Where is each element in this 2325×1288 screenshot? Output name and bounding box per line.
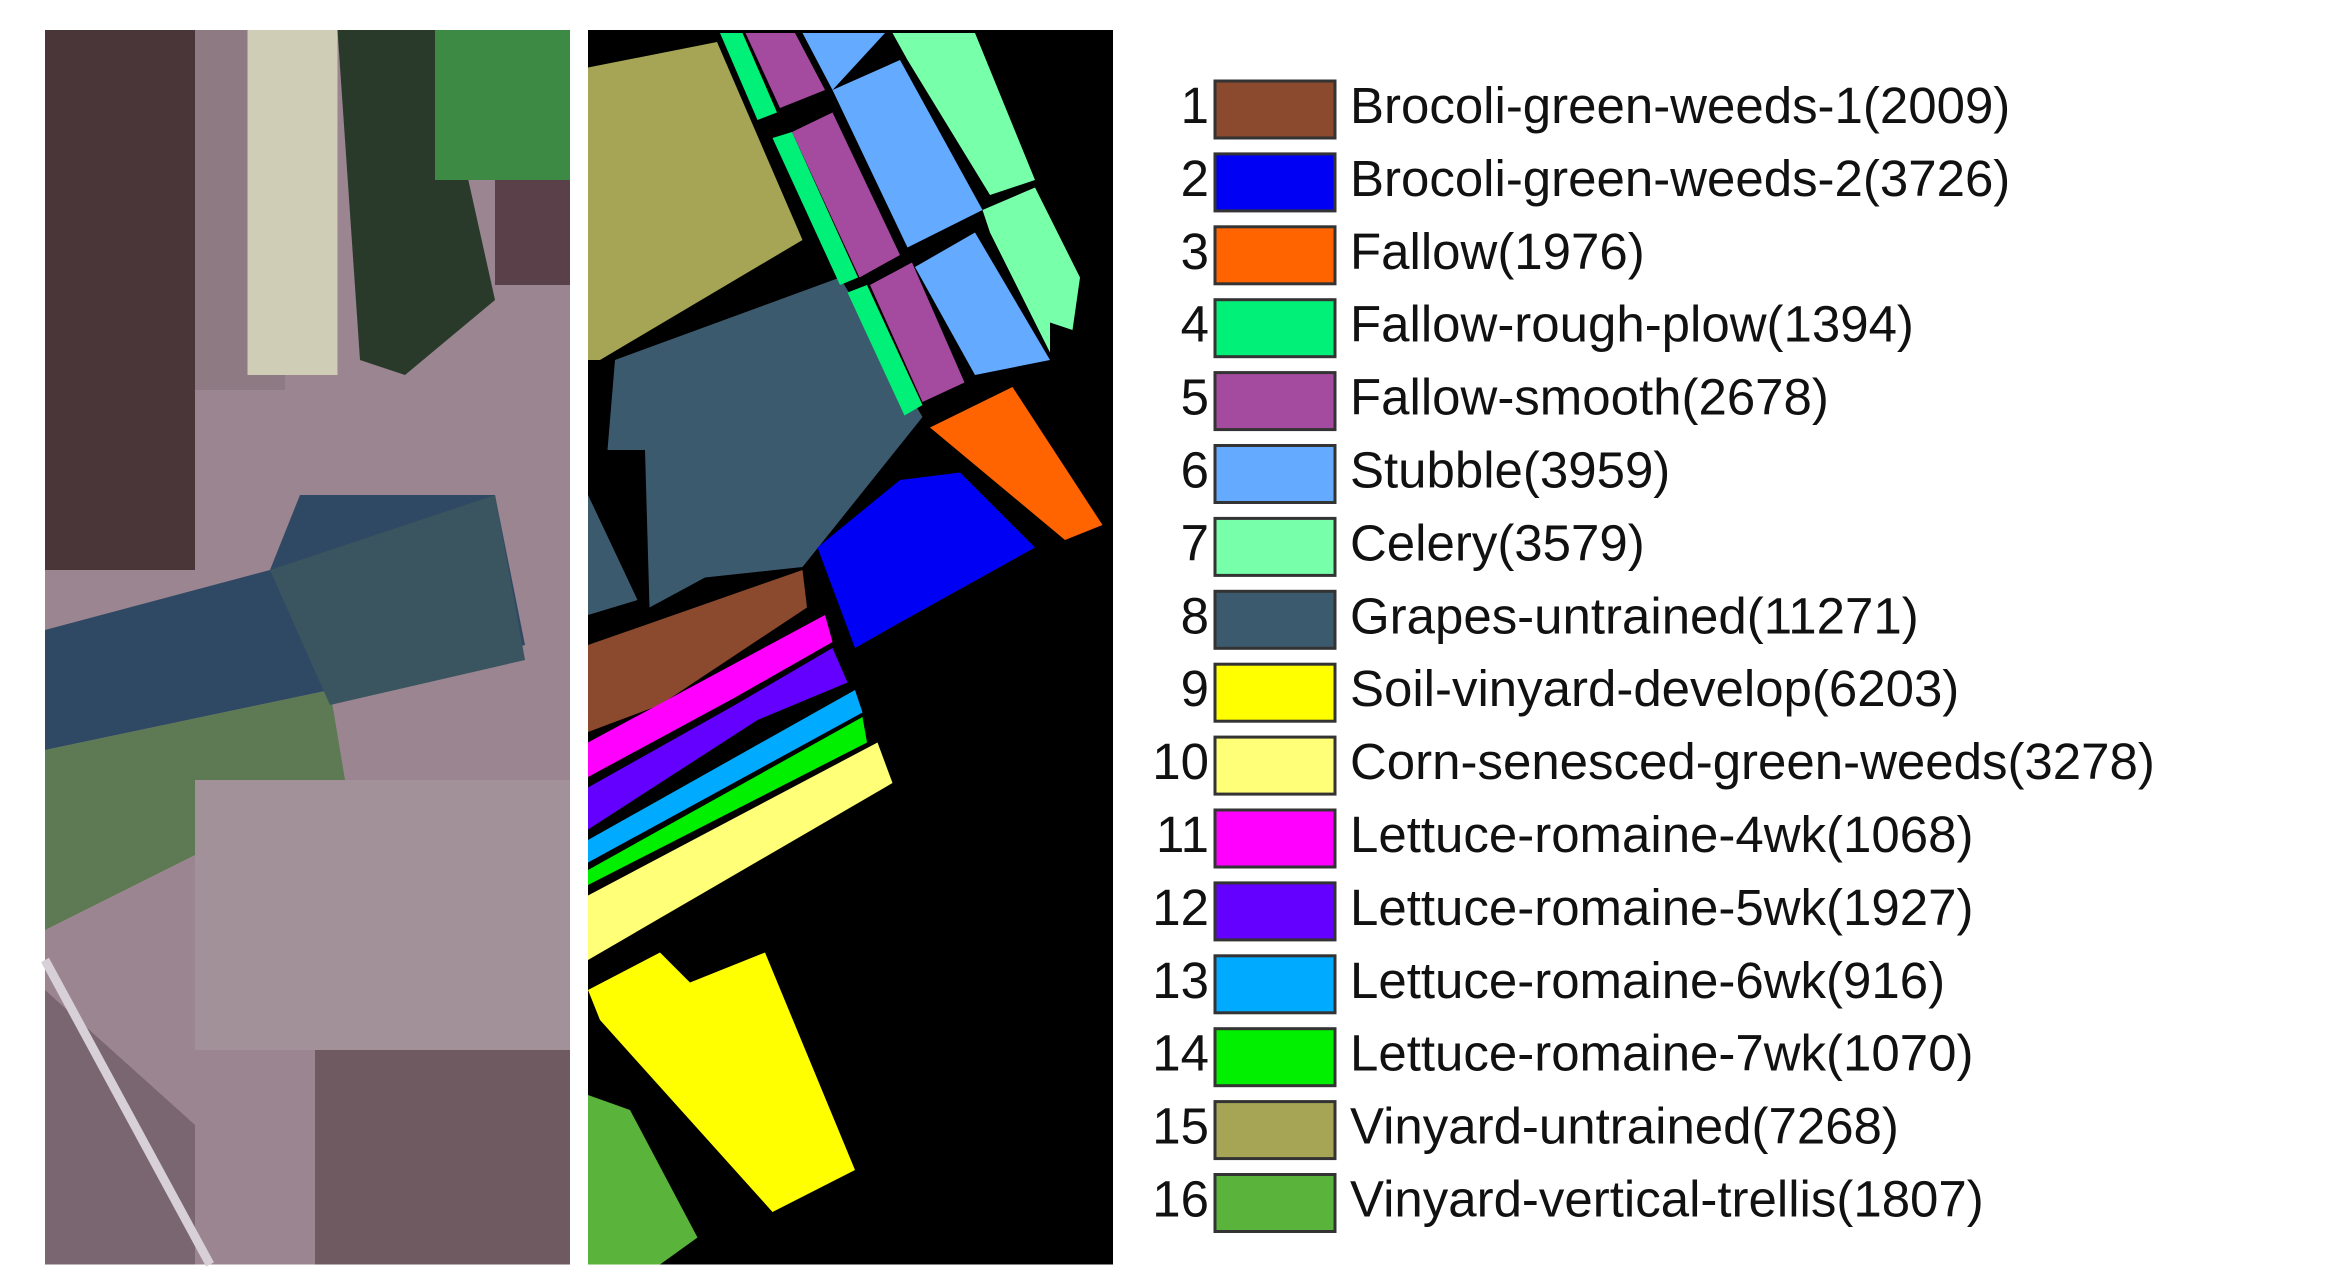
legend-swatch	[1213, 298, 1337, 359]
legend-index: 7	[1181, 514, 1209, 571]
class-region	[792, 112, 901, 278]
class-region	[870, 262, 965, 402]
class-region	[588, 614, 833, 777]
legend-swatch	[1213, 954, 1337, 1015]
legend-swatch	[1213, 516, 1337, 577]
legend-label: Brocoli-green-weeds-2(3726)	[1350, 150, 2010, 207]
legend-swatch	[1213, 735, 1337, 796]
class-region	[588, 716, 868, 885]
legend-index: 8	[1181, 587, 1209, 644]
class-region	[915, 232, 1051, 375]
legend-index: 10	[1152, 733, 1209, 790]
legend-label: Corn-senesced-green-weeds(3278)	[1350, 733, 2155, 790]
legend-swatch	[1213, 1027, 1337, 1088]
ground-truth-map	[588, 29, 1114, 1265]
legend-swatch	[1213, 662, 1337, 723]
class-region	[802, 32, 886, 90]
legend-index: 14	[1152, 1025, 1209, 1082]
legend-index: 4	[1181, 296, 1209, 353]
legend-index: 6	[1181, 441, 1209, 498]
class-region	[772, 131, 859, 285]
false-color-image	[41, 29, 571, 1267]
legend-swatch	[1213, 443, 1337, 504]
class-region	[588, 1094, 698, 1265]
legend-index: 2	[1181, 150, 1209, 207]
legend-swatch	[1213, 808, 1337, 869]
class-region	[817, 472, 1036, 648]
legend-label: Brocoli-green-weeds-1(2009)	[1350, 77, 2010, 134]
legend-label: Lettuce-romaine-7wk(1070)	[1350, 1025, 1973, 1082]
legend-label: Fallow(1976)	[1350, 223, 1645, 280]
class-region	[832, 59, 983, 248]
legend-label: Stubble(3959)	[1350, 441, 1670, 498]
class-region	[588, 569, 808, 732]
legend-label: Fallow-smooth(2678)	[1350, 369, 1829, 426]
class-region	[588, 41, 803, 360]
legend-label: Fallow-rough-plow(1394)	[1350, 296, 1914, 353]
legend-swatch	[1213, 152, 1337, 213]
legend-swatch	[1213, 371, 1337, 432]
class-region	[930, 386, 1103, 540]
legend-swatch	[1213, 881, 1337, 942]
legend-label: Lettuce-romaine-5wk(1927)	[1350, 879, 1973, 936]
legend-index: 11	[1156, 806, 1209, 863]
class-region	[588, 952, 856, 1212]
legend-swatch	[1213, 1172, 1337, 1233]
legend-index: 13	[1152, 952, 1209, 1009]
class-region	[588, 689, 863, 863]
legend-label: Vinyard-vertical-trellis(1807)	[1350, 1170, 1984, 1227]
legend-label: Lettuce-romaine-6wk(916)	[1350, 952, 1945, 1009]
legend-index: 12	[1152, 879, 1209, 936]
legend-index: 3	[1181, 223, 1209, 280]
class-region	[588, 742, 893, 960]
class-region	[607, 277, 923, 608]
legend-swatch	[1213, 1100, 1337, 1161]
legend-label: Celery(3579)	[1350, 514, 1645, 571]
legend-index: 5	[1181, 369, 1209, 426]
legend-label: Soil-vinyard-develop(6203)	[1350, 660, 1959, 717]
legend-index: 15	[1152, 1098, 1209, 1155]
class-region	[588, 647, 848, 830]
class-region	[745, 32, 826, 108]
legend-swatch	[1213, 589, 1337, 650]
legend-index: 1	[1181, 77, 1209, 134]
legend-label: Grapes-untrained(11271)	[1350, 587, 1919, 644]
legend-label: Lettuce-romaine-4wk(1068)	[1350, 806, 1973, 863]
legend-index: 9	[1181, 660, 1209, 717]
legend-swatch	[1213, 225, 1337, 286]
class-region	[847, 284, 923, 416]
legend-label: Vinyard-untrained(7268)	[1350, 1098, 1899, 1155]
legend: 1 Brocoli-green-weeds-1(2009) 2 Brocoli-gre…	[1152, 77, 2155, 1233]
class-region	[588, 494, 638, 615]
class-region	[892, 32, 1036, 195]
class-region	[720, 32, 778, 120]
legend-swatch	[1213, 79, 1337, 140]
legend-index: 16	[1152, 1170, 1209, 1227]
